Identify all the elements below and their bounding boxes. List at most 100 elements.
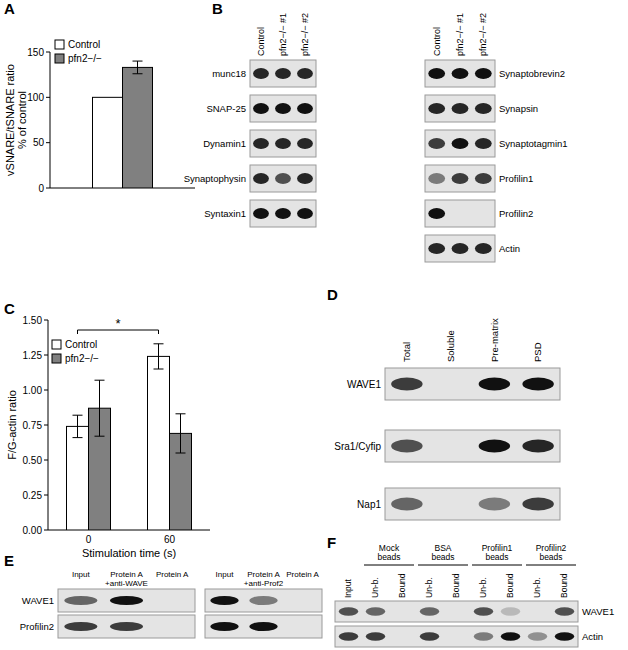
lane-label: Input xyxy=(343,578,353,598)
lane-label: +anti-WAVE xyxy=(105,579,148,588)
legend-label: pfn2−/− xyxy=(65,353,99,364)
bar xyxy=(93,97,123,188)
row-label: Dynamin1 xyxy=(203,138,246,149)
band xyxy=(297,173,313,184)
chart: C0.000.250.500.751.001.251.50060Stimulat… xyxy=(4,300,210,559)
lane-label: Protein A xyxy=(247,570,280,579)
band xyxy=(64,622,97,631)
x-axis-label: Stimulation time (s) xyxy=(82,547,176,559)
panel-label: D xyxy=(327,286,338,303)
error-cap xyxy=(133,61,143,62)
error-bar xyxy=(95,380,105,436)
annotation: * xyxy=(115,316,120,331)
lane-label: Un-b. xyxy=(424,577,434,598)
error-cap xyxy=(95,436,105,437)
band xyxy=(452,243,469,254)
band xyxy=(275,208,291,219)
error-cap xyxy=(154,343,164,344)
lane-label: Un-b. xyxy=(478,577,488,598)
error-cap xyxy=(73,415,83,416)
lane-label: Bound xyxy=(397,573,407,598)
row-label: Synaptobrevin2 xyxy=(499,68,565,79)
band xyxy=(249,622,277,631)
band xyxy=(452,173,469,184)
error-cap xyxy=(176,453,186,454)
band xyxy=(253,208,269,219)
blot: Input Un-b. Bound Un-b. Bound Un-b. Bound Un-b.… xyxy=(335,573,614,647)
bracket-tick xyxy=(158,330,159,334)
band xyxy=(156,596,189,605)
row-label: Actin xyxy=(499,243,520,254)
blot-strip xyxy=(425,60,495,87)
y-tick-label: 1.25 xyxy=(23,350,43,361)
error-cap xyxy=(154,369,164,370)
band xyxy=(479,378,511,391)
lane-label: pfn2−/− #2 xyxy=(478,13,488,56)
row-label: Profilin1 xyxy=(499,173,533,184)
row-label: Actin xyxy=(582,631,603,642)
blot-strip xyxy=(58,615,195,638)
blot-strip xyxy=(250,130,316,157)
band xyxy=(253,68,269,79)
row-label: SNAP-25 xyxy=(206,103,246,114)
lane-label: pfn2−/− #1 xyxy=(455,13,465,56)
lane-label: Control xyxy=(432,27,442,56)
error-cap xyxy=(73,437,83,438)
band xyxy=(156,622,189,631)
band xyxy=(479,440,511,453)
blot-strip xyxy=(58,589,195,612)
band xyxy=(393,632,412,640)
band xyxy=(475,103,492,114)
lane-label: Input xyxy=(216,570,235,579)
blot-strip xyxy=(250,60,316,87)
lane-label: Bound xyxy=(505,573,515,598)
error-line xyxy=(77,415,78,437)
legend-label: Control xyxy=(68,39,100,50)
y-tick-label: 0 xyxy=(38,183,44,194)
band xyxy=(474,632,493,640)
band xyxy=(428,68,445,79)
blot-strip xyxy=(250,200,316,227)
band xyxy=(555,632,574,640)
band xyxy=(420,632,439,640)
lane-label: Protein A xyxy=(110,570,143,579)
band xyxy=(297,68,313,79)
band xyxy=(475,68,492,79)
lane-label: Total xyxy=(401,342,412,362)
lane-label: Un-b. xyxy=(370,577,380,598)
y-tick-label: 100 xyxy=(27,92,44,103)
band xyxy=(452,208,469,219)
legend-swatch xyxy=(55,54,64,63)
row-label: Profilin2 xyxy=(499,208,533,219)
legend-swatch xyxy=(52,340,61,349)
panel-label: C xyxy=(4,300,15,317)
error-bar xyxy=(133,61,143,74)
lane-label: Protein A xyxy=(156,570,189,579)
blot-strip xyxy=(385,430,560,462)
band xyxy=(428,173,445,184)
band xyxy=(474,607,493,615)
blot-strip xyxy=(250,165,316,192)
error-cap xyxy=(176,413,186,414)
lane-label: Bound xyxy=(451,573,461,598)
lane-label: Pre-matrix xyxy=(489,318,500,362)
lane-label: pfn2−/− #1 xyxy=(278,13,288,56)
band xyxy=(210,622,238,631)
band xyxy=(428,208,445,219)
error-line xyxy=(137,61,138,74)
y-tick xyxy=(44,320,48,321)
group-underline xyxy=(364,565,414,566)
band xyxy=(297,103,313,114)
band xyxy=(435,440,467,453)
y-tick xyxy=(46,52,50,53)
lane-label: Un-b. xyxy=(532,577,542,598)
y-axis-label: % of control xyxy=(16,91,28,149)
band xyxy=(475,208,492,219)
row-label: Synaptophysin xyxy=(184,173,246,184)
lane-label: Bound xyxy=(559,573,569,598)
band xyxy=(447,632,466,640)
blot-strip xyxy=(385,488,560,520)
y-tick-label: 50 xyxy=(33,137,45,148)
band xyxy=(522,440,554,453)
legend: Controlpfn2−/− xyxy=(52,339,99,364)
